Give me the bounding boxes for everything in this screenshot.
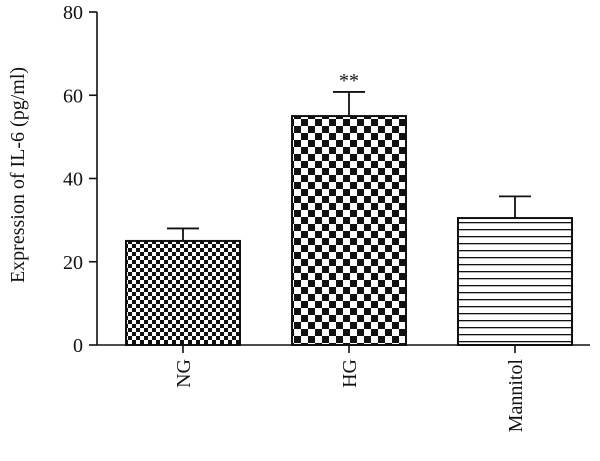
bar-ng	[125, 239, 241, 346]
x-axis	[97, 344, 590, 353]
bar-hg	[291, 115, 407, 346]
y-tick-label: 0	[73, 335, 83, 357]
error-bars-group	[167, 91, 531, 241]
x-tick-label-mannitol: Mannitol	[505, 359, 527, 433]
x-tick-label-hg: HG	[339, 359, 361, 388]
y-axis: 0 20 40 60 80	[63, 2, 98, 357]
y-tick-label: 80	[63, 2, 83, 24]
y-tick-label: 40	[63, 169, 83, 191]
bars-group	[125, 115, 573, 346]
y-tick-label: 60	[63, 85, 83, 107]
bar-mannitol	[457, 217, 573, 346]
labels-group: NG ** HG Mannitol	[173, 70, 527, 432]
y-axis-title: Expression of IL-6 (pg/ml)	[7, 67, 29, 283]
x-tick-label-ng: NG	[173, 359, 195, 388]
significance-label: **	[339, 70, 359, 92]
y-tick-label: 20	[63, 252, 83, 274]
